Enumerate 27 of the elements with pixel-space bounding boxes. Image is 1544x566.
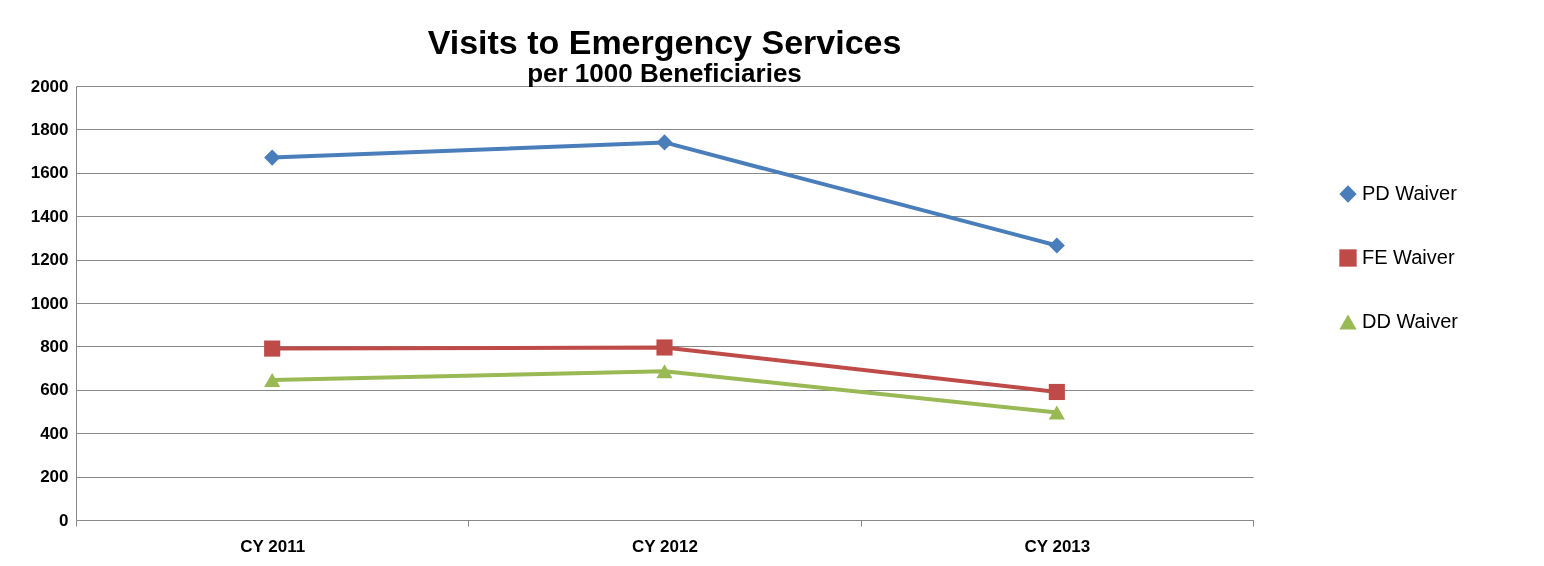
- point: [656, 364, 673, 379]
- legend-label: FE Waiver: [1362, 246, 1455, 268]
- point: [1048, 237, 1065, 254]
- y-tick-label: 1000: [30, 293, 69, 313]
- y-tick-label: 800: [40, 336, 69, 356]
- y-tick-label: 600: [40, 380, 69, 400]
- y-tick-label: 200: [40, 467, 69, 487]
- chart-title: Visits to Emergency Services: [427, 23, 902, 61]
- point: [656, 134, 673, 151]
- point: [1048, 383, 1065, 401]
- y-tick-label: 1400: [30, 206, 69, 226]
- legend-label: PD Waiver: [1362, 182, 1458, 204]
- y-tick-label: 0: [59, 510, 69, 530]
- y-tick-label: 1800: [30, 119, 69, 139]
- x-tick-label: CY 2012: [632, 536, 698, 556]
- x-tick-label: CY 2011: [240, 536, 306, 556]
- point: [264, 373, 281, 388]
- y-tick-label: 2000: [30, 76, 69, 96]
- x-tick-label: CY 2013: [1024, 536, 1091, 556]
- point: [1048, 405, 1065, 420]
- y-tick-label: 1200: [30, 250, 69, 270]
- point: [656, 339, 673, 356]
- point: [264, 149, 281, 166]
- legend-label: DD Waiver: [1362, 310, 1459, 332]
- y-tick-label: 1600: [30, 163, 69, 183]
- point: [264, 340, 281, 357]
- y-tick-label: 400: [40, 423, 69, 443]
